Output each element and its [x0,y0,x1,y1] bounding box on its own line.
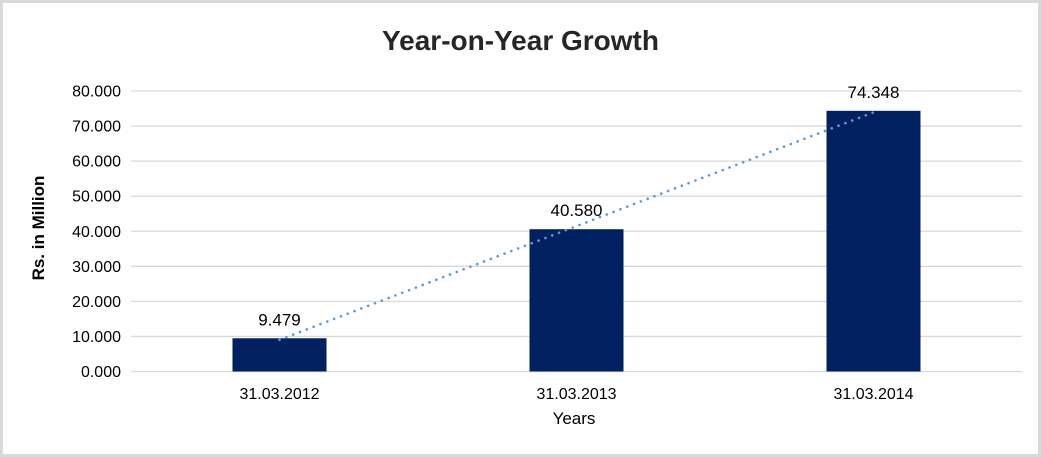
y-tick-label: 80.000 [72,84,121,101]
x-axis-title: Years [552,409,596,428]
y-tick-label: 50.000 [72,189,121,206]
x-category-label: 31.03.2012 [239,386,319,403]
plot-area: 0.000 10.000 20.000 30.000 40.000 50.000 60.00… [72,83,1022,403]
y-tick-label: 30.000 [72,259,121,276]
y-tick-label: 60.000 [72,154,121,171]
y-axis-title: Rs. in Million [29,175,48,281]
chart-title: Year-on-Year Growth [382,25,659,56]
bar [232,338,327,372]
y-tick-label: 10.000 [72,329,121,346]
bar [529,229,624,372]
y-tick-label: 40.000 [72,224,121,241]
x-category-label: 31.03.2014 [833,386,913,403]
bar-value-label: 40.580 [551,201,603,220]
y-tick-label: 70.000 [72,119,121,136]
y-tick-label: 0.000 [81,364,121,381]
bar-value-label: 9.479 [258,310,301,329]
y-tick-label: 20.000 [72,294,121,311]
bar [826,110,921,372]
x-category-label: 31.03.2013 [536,386,616,403]
bar-value-label: 74.348 [848,83,900,102]
